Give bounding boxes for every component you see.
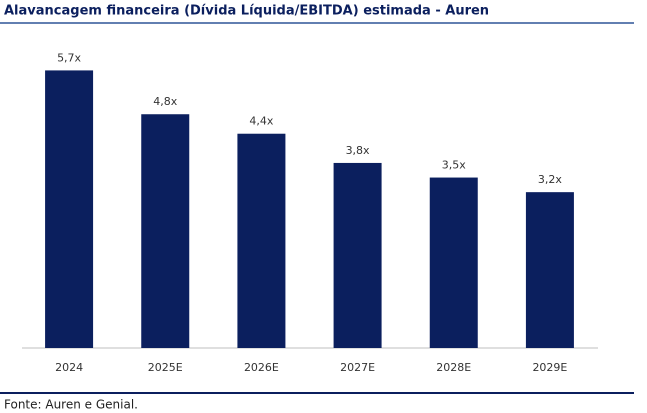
value-label: 4,4x — [249, 115, 273, 128]
value-label: 5,7x — [57, 51, 81, 64]
source: Fonte: Auren e Genial. — [4, 398, 138, 412]
x-tick-label: 2025E — [148, 361, 183, 374]
value-label: 4,8x — [153, 95, 177, 108]
bar — [333, 162, 382, 348]
bar — [237, 133, 286, 348]
bar — [141, 114, 190, 349]
value-label: 3,2x — [538, 173, 562, 186]
chart-title: Alavancagem financeira (Dívida Líquida/E… — [4, 4, 489, 19]
value-label: 3,8x — [346, 144, 370, 157]
bar — [45, 70, 94, 348]
x-tick-label: 2027E — [340, 361, 375, 374]
x-tick-label: 2024 — [55, 361, 83, 374]
bar — [525, 192, 574, 348]
x-tick-label: 2028E — [436, 361, 471, 374]
bar — [429, 177, 478, 348]
value-label: 3,5x — [442, 159, 466, 172]
x-tick-label: 2029E — [532, 361, 567, 374]
x-tick-label: 2026E — [244, 361, 279, 374]
